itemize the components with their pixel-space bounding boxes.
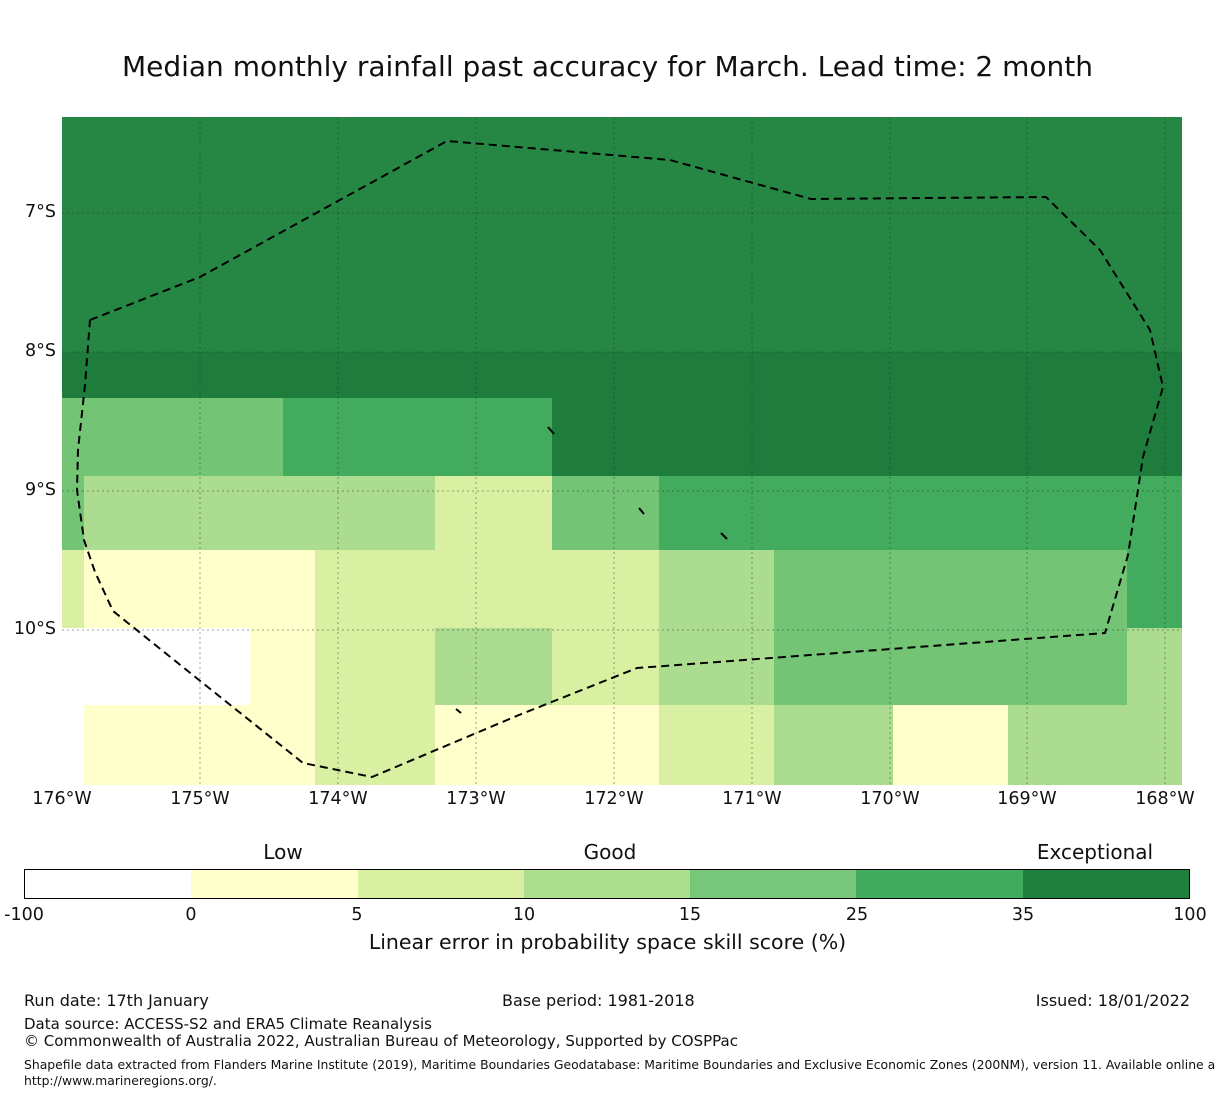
colorbar-category-label: Good bbox=[583, 840, 637, 864]
map-cell bbox=[552, 476, 659, 550]
x-axis-tick-label: 170°W bbox=[860, 789, 920, 809]
colorbar-axis-label: Linear error in probability space skill … bbox=[368, 930, 847, 954]
map-cell bbox=[893, 705, 1008, 785]
map-cell bbox=[659, 705, 774, 785]
x-axis-tick-label: 171°W bbox=[722, 789, 782, 809]
colorbar-tick-label: 10 bbox=[512, 905, 536, 925]
colorbar-category-label: Low bbox=[263, 840, 303, 864]
map-cell bbox=[774, 628, 1127, 705]
island-boundary-mark bbox=[455, 708, 462, 714]
x-axis-tick-label: 169°W bbox=[997, 789, 1057, 809]
y-axis-tick-label: 10°S bbox=[13, 619, 56, 639]
map-cell bbox=[62, 550, 84, 628]
colorbar-tick-label: 15 bbox=[678, 905, 702, 925]
map-cell bbox=[1127, 628, 1182, 705]
colorbar-tick-label: 5 bbox=[351, 905, 363, 925]
x-axis-tick-label: 172°W bbox=[584, 789, 644, 809]
map-cell bbox=[315, 705, 435, 785]
map-cell bbox=[774, 550, 1127, 628]
map-cell bbox=[435, 628, 552, 705]
island-boundary-mark bbox=[638, 507, 645, 515]
island-boundary-mark bbox=[720, 532, 728, 540]
copyright-text: © Commonwealth of Australia 2022, Austra… bbox=[24, 1032, 738, 1050]
colorbar-segment bbox=[357, 870, 524, 898]
map-cell bbox=[62, 352, 1182, 398]
x-axis-tick-label: 173°W bbox=[446, 789, 506, 809]
y-axis-tick-label: 7°S bbox=[25, 202, 56, 222]
map-cell bbox=[84, 550, 315, 628]
colorbar bbox=[24, 869, 1190, 899]
map-cell bbox=[62, 628, 250, 705]
map-cell bbox=[659, 550, 774, 628]
map-cell bbox=[62, 705, 84, 785]
x-axis-tick-label: 174°W bbox=[308, 789, 368, 809]
run-date-text: Run date: 17th January bbox=[24, 991, 209, 1010]
map-cell bbox=[1127, 550, 1182, 628]
map-cell bbox=[62, 476, 84, 550]
colorbar-tick-label: 25 bbox=[845, 905, 869, 925]
x-axis-tick-label: 175°W bbox=[170, 789, 230, 809]
colorbar-category-label: Exceptional bbox=[1036, 840, 1154, 864]
colorbar-tick-label: -100 bbox=[4, 905, 44, 925]
shapefile-note-line1: Shapefile data extracted from Flanders M… bbox=[24, 1057, 1215, 1072]
base-period-text: Base period: 1981-2018 bbox=[502, 991, 695, 1010]
map-cell bbox=[62, 398, 283, 476]
map-cell bbox=[435, 476, 552, 550]
map-cell bbox=[774, 705, 893, 785]
colorbar-segment bbox=[25, 870, 192, 898]
colorbar-segment bbox=[856, 870, 1023, 898]
map-cell bbox=[435, 705, 659, 785]
map-cell bbox=[84, 705, 315, 785]
map-cell bbox=[659, 628, 774, 705]
x-axis-tick-label: 168°W bbox=[1135, 789, 1195, 809]
map-cell bbox=[315, 550, 659, 628]
figure-title: Median monthly rainfall past accuracy fo… bbox=[121, 50, 1094, 83]
data-source-text: Data source: ACCESS-S2 and ERA5 Climate … bbox=[24, 1015, 432, 1033]
x-axis-tick-label: 176°W bbox=[32, 789, 92, 809]
map-cell bbox=[552, 628, 659, 705]
colorbar-segment bbox=[523, 870, 691, 898]
issued-date-text: Issued: 18/01/2022 bbox=[1035, 991, 1190, 1010]
map-cell bbox=[250, 628, 315, 705]
colorbar-segment bbox=[690, 870, 857, 898]
colorbar-tick-label: 35 bbox=[1011, 905, 1035, 925]
eez-boundary-line bbox=[76, 140, 1164, 778]
colorbar-tick-label: 100 bbox=[1173, 905, 1207, 925]
colorbar-segment bbox=[1022, 870, 1189, 898]
map-cell bbox=[283, 398, 552, 476]
map-cell bbox=[84, 476, 435, 550]
map-cell bbox=[315, 628, 435, 705]
map-cell bbox=[1008, 705, 1182, 785]
y-axis-tick-label: 8°S bbox=[25, 341, 56, 361]
colorbar-tick-label: 0 bbox=[185, 905, 197, 925]
shapefile-note-line2: http://www.marineregions.org/. bbox=[24, 1073, 217, 1088]
y-axis-tick-label: 9°S bbox=[25, 480, 56, 500]
map-cell bbox=[659, 476, 1182, 550]
map-cell bbox=[62, 117, 1182, 352]
island-boundary-mark bbox=[547, 426, 555, 435]
map-cell bbox=[552, 398, 1182, 476]
colorbar-segment bbox=[191, 870, 358, 898]
